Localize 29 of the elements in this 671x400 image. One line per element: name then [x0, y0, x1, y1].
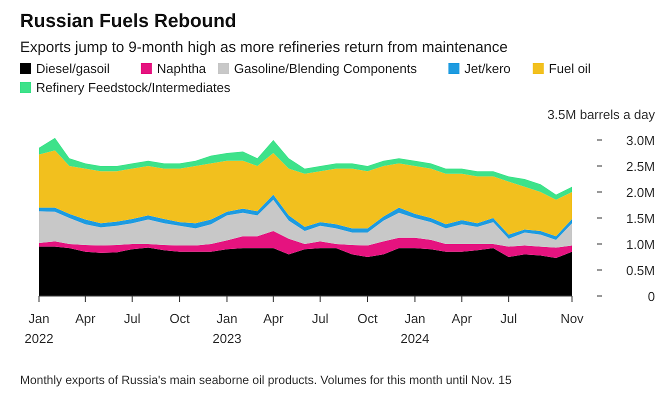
- x-tick-label: Jul: [124, 311, 141, 326]
- legend-label: Fuel oil: [548, 61, 591, 76]
- y-tick-label: 0.5M: [626, 263, 655, 278]
- legend-label: Diesel/gasoil: [36, 61, 110, 76]
- chart-subtitle: Exports jump to 9-month high as more refineries return from maintenance: [20, 39, 508, 56]
- y-tick-label: 3.0M: [626, 133, 655, 148]
- chart-title: Russian Fuels Rebound: [20, 11, 236, 32]
- x-tick-label: Jan 2023: [212, 311, 242, 346]
- x-tick-label: Jul: [312, 311, 329, 326]
- y-tick-label: 0: [648, 289, 655, 304]
- x-tick-label: Apr: [75, 311, 96, 326]
- legend-label: Gasoline/Blending Components: [234, 61, 418, 76]
- legend-label: Refinery Feedstock/Intermediates: [36, 80, 231, 95]
- legend-label: Naphtha: [156, 61, 207, 76]
- text: Monthly exports of Russia's main seaborne oil products. Volumes for this month until Nov. 15: [20, 373, 512, 387]
- x-tick-label: Jan 2022: [24, 311, 54, 346]
- y-tick-label: 1.5M: [626, 211, 655, 226]
- x-tick-label: Apr: [263, 311, 284, 326]
- legend-label: Jet/kero: [464, 61, 511, 76]
- x-tick-label: Nov: [560, 311, 584, 326]
- x-tick-label: Oct: [357, 311, 378, 326]
- y-tick-label: 2.0M: [626, 185, 655, 200]
- x-tick-label: Apr: [452, 311, 473, 326]
- y-tick-label: 2.5M: [626, 159, 655, 174]
- x-tick-label: Oct: [169, 311, 190, 326]
- y-tick-label: 3.5M barrels a day: [547, 107, 656, 122]
- x-tick-label: Jul: [500, 311, 518, 326]
- x-tick-label: Jan 2024: [400, 311, 430, 346]
- y-tick-label: 1.0M: [626, 237, 655, 252]
